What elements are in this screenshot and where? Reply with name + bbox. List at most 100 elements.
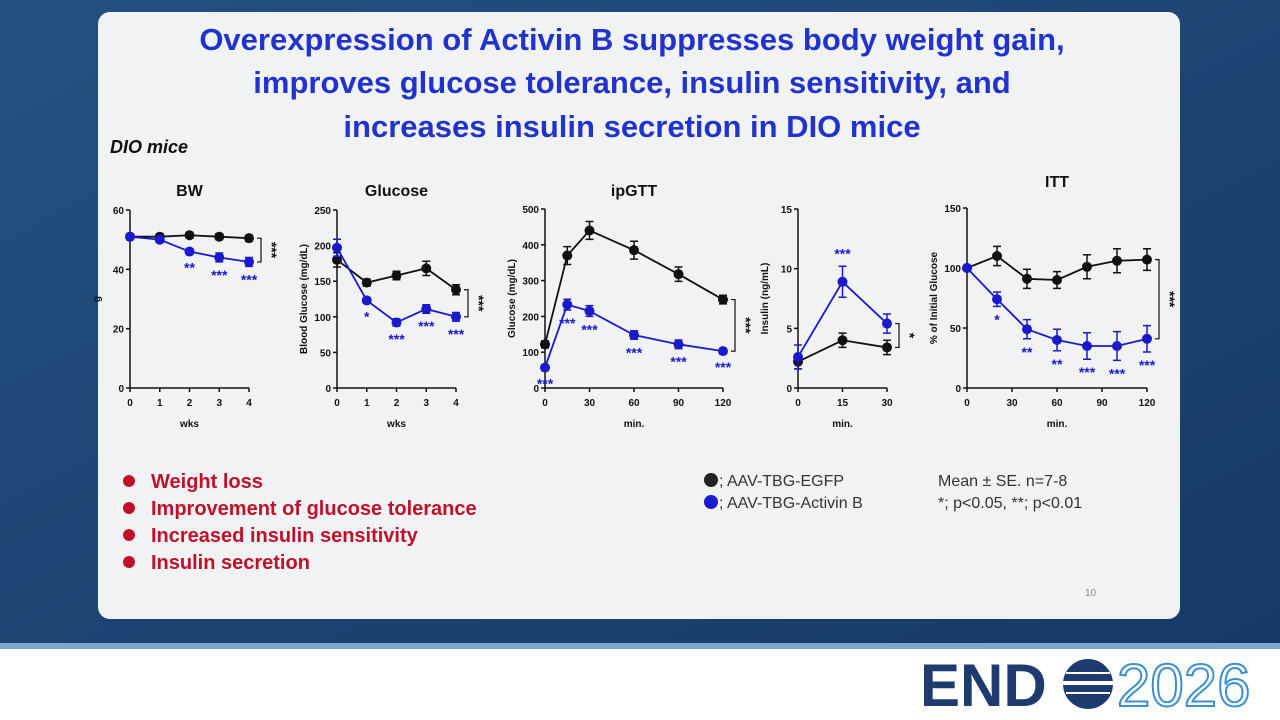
y-tick-label: 60 [113,206,125,217]
data-point [332,254,342,265]
data-point [1082,261,1092,272]
x-tick-label: 1 [157,398,163,409]
bullet-text: Increased insulin sensitivity [151,525,419,547]
x-tick-label: 0 [542,398,548,409]
legend-label: ; AAV-TBG-Activin B [719,495,863,512]
data-point [451,311,461,322]
data-point [837,276,848,287]
data-point [391,270,402,281]
significance-label: *** [1079,364,1096,380]
bracket-label: *** [738,317,754,334]
y-tick-label: 10 [781,265,793,276]
y-tick-label: 100 [944,264,961,275]
bracket-label: *** [1162,291,1178,308]
data-point [214,252,225,263]
slide-title: Overexpression of Activin B suppresses b… [199,22,1064,57]
bracket [895,322,900,349]
y-axis-label: % of Initial Glucose [929,251,940,344]
y-axis-label: Glucose (mg/dL) [507,259,518,338]
y-tick-label: 0 [325,384,331,395]
x-axis-label: wks [179,419,199,430]
data-point [125,231,135,242]
logo-text: END [920,652,1047,719]
bullet-text: Insulin secretion [151,552,310,574]
x-axis-label: min. [832,419,853,430]
x-axis-label: min. [624,419,645,430]
data-point [992,251,1002,261]
significance-label: *** [1109,365,1126,381]
significance-label: *** [211,267,228,283]
data-point [992,294,1002,305]
bullet-text: Weight loss [151,471,263,493]
data-point [1022,324,1032,335]
series-line [544,229,724,345]
x-tick-label: 0 [127,398,133,409]
x-tick-label: 4 [246,398,252,409]
data-point [629,245,639,256]
chart-title: BW [176,183,204,200]
significance-label: *** [388,331,405,347]
significance-label: * [994,311,1000,327]
logo-year: 2026 [1117,652,1250,719]
x-tick-label: 30 [584,398,596,409]
significance-label: *** [834,245,851,261]
significance-label: *** [418,318,435,334]
data-point [540,339,550,350]
bracket-label: *** [471,295,487,312]
y-tick-label: 300 [522,277,539,288]
data-point [962,263,972,273]
data-point [332,242,342,253]
data-point [361,277,372,288]
data-point [1022,273,1032,284]
data-point [421,263,432,274]
data-point [1112,341,1122,351]
data-point [562,299,573,310]
y-tick-label: 0 [118,384,124,395]
footnote: Mean ± SE. n=7-8 [938,473,1067,490]
data-point [718,294,728,305]
chart-title: ITT [1045,174,1069,191]
slide-card [98,12,1180,619]
data-point [244,233,254,244]
significance-label: *** [670,354,687,370]
significance-label: ** [1022,344,1033,360]
data-point [584,225,595,236]
x-tick-label: 3 [423,398,429,409]
x-tick-label: 30 [1006,398,1018,409]
data-point [882,342,892,353]
bracket [257,237,262,263]
significance-label: ** [184,260,195,276]
y-tick-label: 200 [314,242,331,253]
slide-title: improves glucose tolerance, insulin sens… [253,65,1010,100]
data-point [629,330,639,341]
significance-label: *** [626,344,643,360]
data-point [214,231,225,242]
bullet-text: Improvement of glucose tolerance [151,498,477,520]
subtitle: DIO mice [110,137,188,157]
significance-label: *** [715,359,732,375]
x-tick-label: 2 [187,398,193,409]
chart: Glucose 0 50 100 150 200 250 0 1 2 3 4 wks Blood Gluc… [299,183,487,430]
significance-label: *** [559,315,576,331]
x-tick-label: 1 [364,398,370,409]
y-tick-label: 150 [944,204,961,215]
legend-marker [704,473,718,487]
data-point [421,303,432,314]
bracket [1155,259,1160,340]
bracket-label: * [902,333,918,339]
x-tick-label: 0 [334,398,340,409]
data-point [673,269,684,280]
data-point [673,339,684,350]
y-tick-label: 200 [522,312,539,323]
data-point [540,362,550,373]
significance-label: *** [448,326,465,342]
page-number: 10 [1085,588,1097,599]
bracket [731,298,736,352]
footnote: *; p<0.05, **; p<0.01 [938,495,1082,512]
chart: ipGTT 0 100 200 300 400 500 0 30 60 90 120 min. Gluco… [507,183,754,430]
bracket [464,289,469,318]
bracket-label: *** [264,242,280,259]
x-tick-label: 0 [795,398,801,409]
significance-label: *** [241,271,258,287]
y-tick-label: 500 [522,205,539,216]
